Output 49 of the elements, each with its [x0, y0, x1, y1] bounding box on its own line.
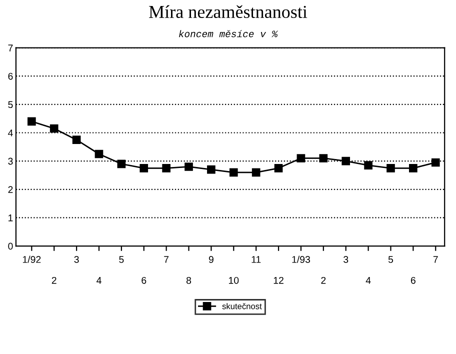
x-tick-label: 2	[321, 276, 326, 284]
y-tick-label: 0	[8, 242, 13, 250]
point	[184, 162, 193, 171]
point	[409, 164, 418, 172]
x-tick-label: 7	[433, 256, 438, 263]
point	[94, 150, 104, 158]
x-tick-label: 3	[344, 256, 348, 263]
point	[162, 164, 170, 172]
y-tick-label: 1	[8, 214, 13, 222]
point	[140, 164, 148, 172]
point	[431, 158, 440, 167]
point	[342, 156, 350, 166]
point	[319, 154, 328, 162]
y-tick-label: 7	[8, 44, 13, 52]
x-tick-label: 6	[142, 276, 146, 284]
y-tick-label: 3	[8, 158, 13, 165]
point	[117, 160, 126, 168]
chart-title: Míra nezaměstnanosti	[149, 5, 308, 18]
x-tick-label: 12	[274, 276, 284, 284]
x-tick-label: 4	[96, 277, 102, 284]
point	[207, 165, 216, 174]
point	[229, 168, 238, 177]
x-tick-label: 5	[388, 256, 394, 263]
point	[274, 164, 283, 172]
x-tick-label: 1/92	[22, 256, 41, 263]
x-tick-label: 6	[410, 276, 416, 284]
point	[252, 168, 260, 177]
y-tick-label: 4	[8, 130, 13, 136]
point	[296, 154, 306, 162]
point	[28, 117, 36, 126]
x-tick-label: 2	[52, 276, 56, 284]
x-tick-label: 5	[119, 256, 124, 263]
point	[386, 164, 395, 172]
y-tick-label: 2	[8, 186, 13, 193]
x-tick-label: 11	[252, 256, 261, 263]
x-tick-label: 8	[186, 276, 192, 284]
y-tick-label: 5	[8, 101, 13, 108]
chart-subtitle: koncem měsíce v %	[179, 30, 278, 38]
x-tick-label: 4	[366, 277, 371, 284]
x-tick-label: 3	[74, 256, 79, 263]
x-tick-label: 1/93	[292, 256, 310, 263]
x-tick-label: 9	[208, 256, 214, 263]
y-tick-label: 6	[8, 72, 13, 80]
x-tick-label: 7	[164, 256, 169, 263]
point	[364, 161, 372, 170]
point	[50, 124, 58, 133]
x-tick-label: 10	[228, 276, 239, 284]
point	[72, 136, 81, 144]
legend-label: skutečnost	[222, 303, 262, 310]
